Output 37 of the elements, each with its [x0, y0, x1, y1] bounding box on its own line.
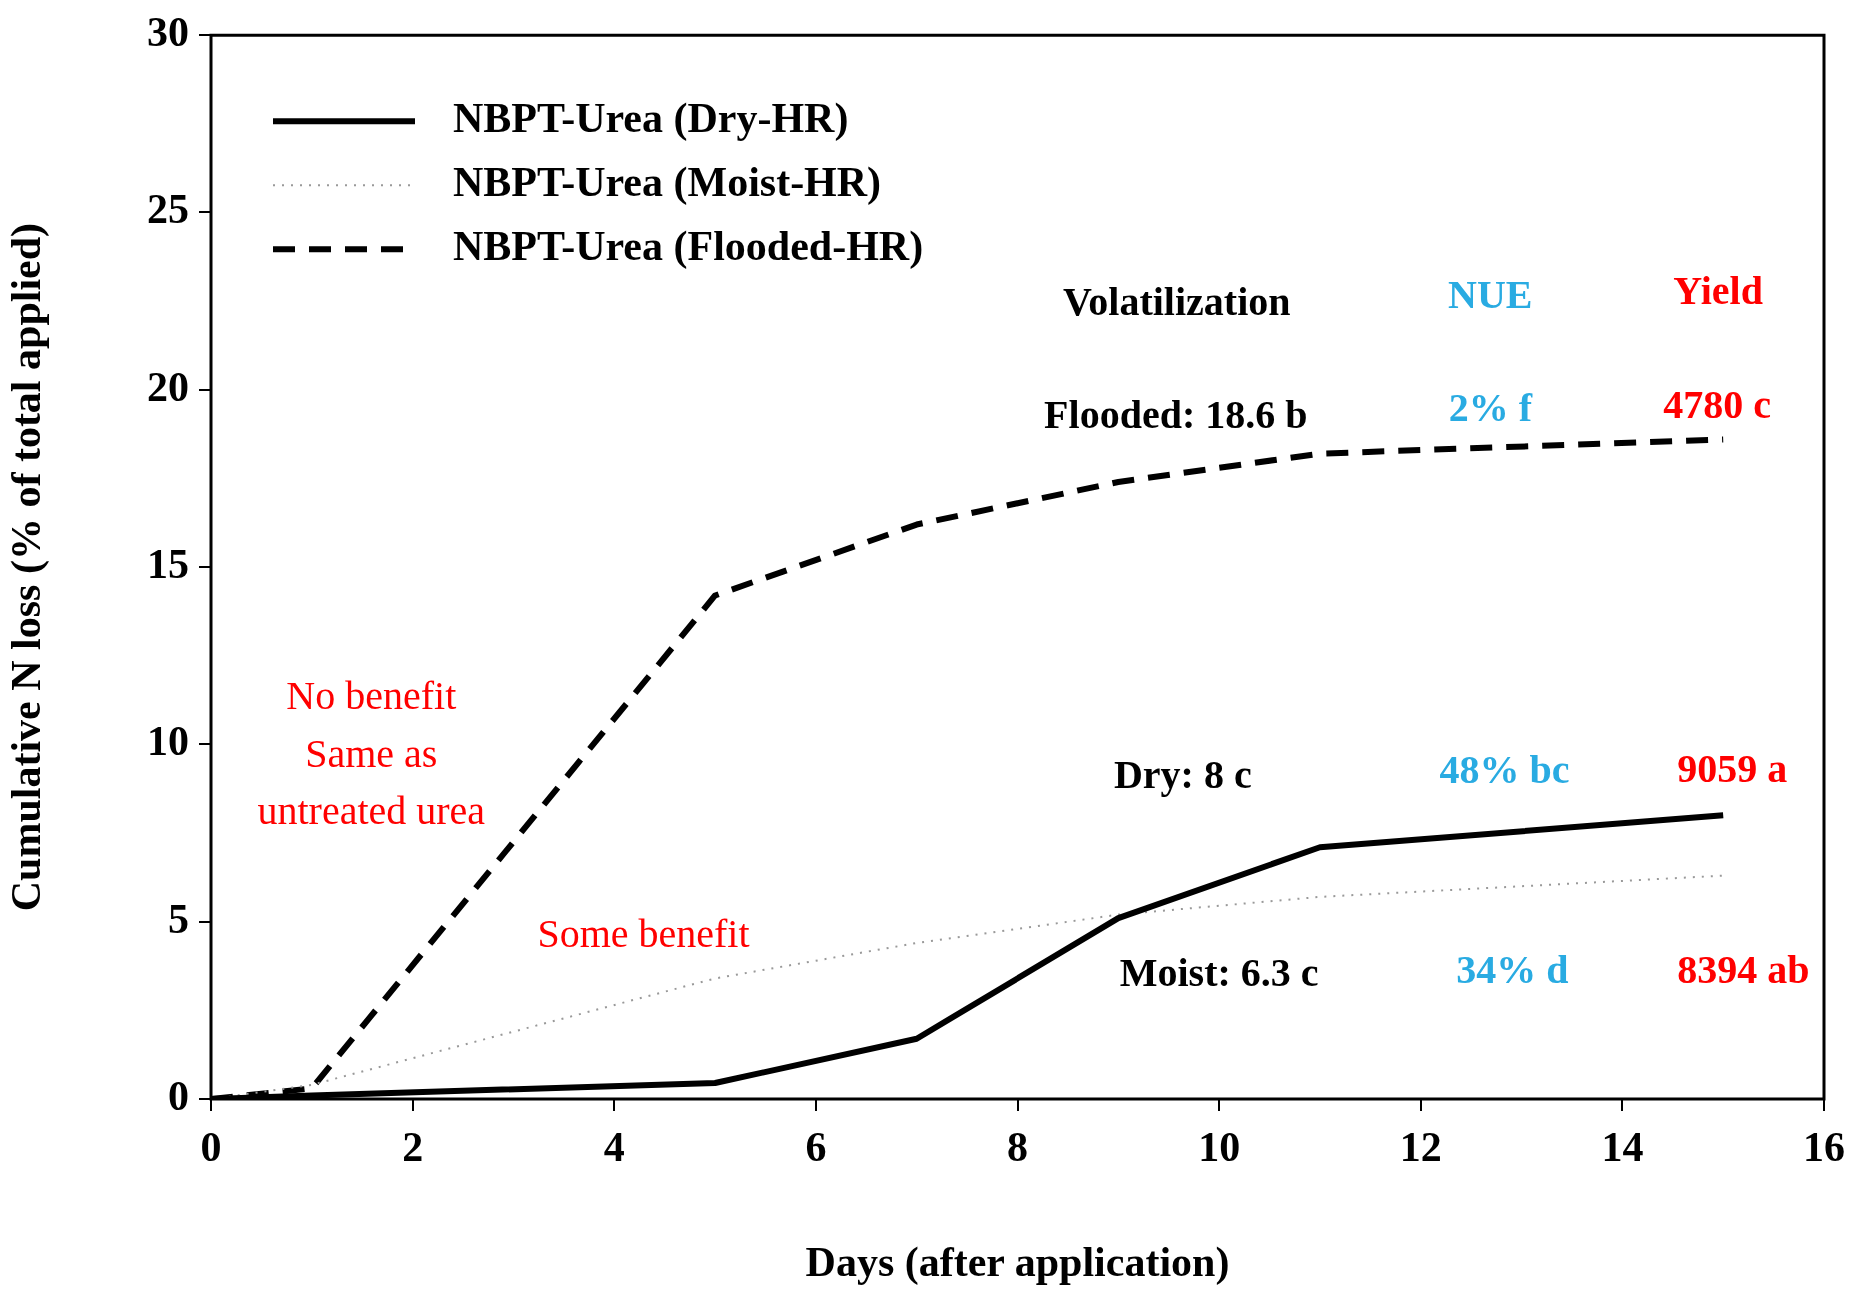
x-tick-label: 8	[1007, 1124, 1028, 1171]
annotation: Some benefit	[537, 911, 750, 957]
annotation: No benefit	[286, 672, 457, 718]
legend-label: NBPT-Urea (Dry-HR)	[453, 95, 849, 143]
annotation: 9059 a	[1677, 745, 1788, 791]
legend-label: NBPT-Urea (Flooded-HR)	[453, 223, 924, 271]
annotation: 4780 c	[1663, 381, 1772, 427]
x-tick-label: 14	[1601, 1124, 1644, 1171]
annotation: Moist: 6.3 c	[1119, 949, 1319, 995]
x-tick-label: 12	[1399, 1124, 1442, 1171]
annotation: Yield	[1673, 268, 1763, 314]
y-tick-label: 20	[147, 363, 189, 410]
x-tick-label: 0	[200, 1124, 222, 1171]
annotation: 8394 ab	[1677, 947, 1810, 993]
legend-label: NBPT-Urea (Moist-HR)	[453, 159, 882, 207]
annotation: untreated urea	[257, 788, 486, 834]
y-tick-label: 30	[147, 9, 189, 56]
y-tick-label: 0	[168, 1072, 189, 1119]
y-tick-label: 15	[147, 540, 189, 587]
annotation: Same as	[305, 730, 438, 776]
annotation: 2% f	[1448, 385, 1533, 431]
x-tick-label: 2	[402, 1124, 424, 1171]
annotation: Dry: 8 c	[1113, 751, 1252, 797]
y-tick-label: 25	[147, 186, 189, 233]
x-axis-title: Days (after application)	[805, 1238, 1230, 1286]
x-tick-label: 10	[1198, 1124, 1241, 1171]
y-axis-title: Cumulative N loss (% of total applied)	[3, 222, 51, 912]
x-tick-label: 16	[1803, 1124, 1845, 1171]
y-tick-label: 10	[147, 718, 189, 765]
annotation: NUE	[1448, 271, 1533, 317]
x-tick-label: 4	[603, 1124, 625, 1171]
x-tick-label: 6	[805, 1124, 827, 1171]
annotation: 48% bc	[1439, 747, 1570, 793]
y-tick-label: 5	[168, 895, 189, 942]
annotation: Flooded: 18.6 b	[1044, 392, 1308, 438]
annotation: Volatilization	[1063, 279, 1291, 325]
annotation: 34% d	[1456, 947, 1569, 993]
